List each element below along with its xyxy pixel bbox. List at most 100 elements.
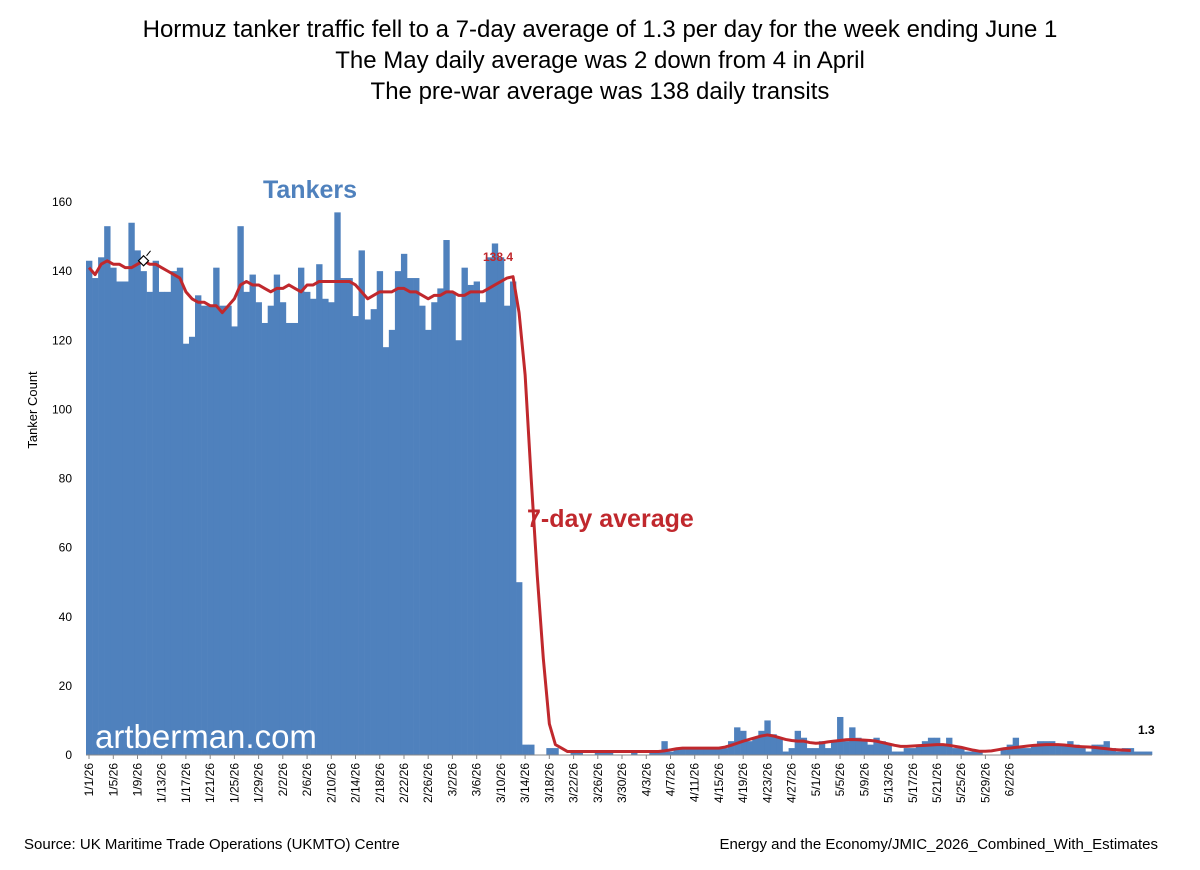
tanker-bar bbox=[516, 582, 523, 755]
axis-layer: 0 20 40 60 80 100 120 140 160 1/1/26 1/5/26 1/9/26 1… bbox=[52, 195, 1152, 803]
tanker-bar bbox=[1145, 751, 1153, 755]
tanker-bar bbox=[915, 744, 923, 755]
x-tick-label: 1/1/26 bbox=[82, 763, 96, 797]
series-label-tankers: Tankers bbox=[263, 176, 357, 204]
tanker-bar bbox=[328, 302, 335, 755]
tanker-bar bbox=[170, 271, 178, 756]
x-tick-label: 5/21/26 bbox=[930, 763, 944, 803]
x-tick-label: 1/29/26 bbox=[252, 763, 266, 803]
x-tick-label: 3/2/26 bbox=[445, 763, 459, 797]
tanker-bar bbox=[594, 751, 602, 755]
tanker-bar bbox=[231, 326, 238, 755]
x-tick-label: 2/2/26 bbox=[276, 763, 290, 797]
tanker-bar bbox=[491, 243, 499, 755]
x-tick-label: 3/14/26 bbox=[518, 763, 532, 803]
tanker-bar bbox=[225, 305, 232, 755]
tanker-bar bbox=[497, 257, 505, 755]
x-tick-label: 4/7/26 bbox=[664, 763, 678, 797]
tanker-bar bbox=[291, 322, 299, 755]
tanker-bar bbox=[1061, 744, 1068, 755]
tanker-bar bbox=[909, 748, 917, 755]
tanker-bar bbox=[1109, 748, 1116, 755]
tanker-bar bbox=[98, 257, 105, 755]
tanker-bar bbox=[970, 751, 977, 755]
tanker-bar bbox=[655, 751, 662, 755]
line-layer bbox=[87, 250, 1131, 754]
tanker-bar bbox=[92, 278, 99, 755]
x-tick-label: 4/11/26 bbox=[688, 763, 702, 802]
tanker-bar bbox=[709, 748, 717, 755]
tanker-bar bbox=[897, 751, 904, 755]
tanker-bar bbox=[407, 278, 414, 755]
peak-value-label: 138.4 bbox=[483, 250, 513, 264]
tanker-bar bbox=[843, 741, 850, 755]
tanker-bar bbox=[976, 751, 983, 755]
tanker-bar bbox=[830, 741, 838, 755]
tanker-bar bbox=[394, 271, 402, 756]
tanker-bar bbox=[255, 302, 262, 755]
tanker-bar bbox=[746, 741, 753, 755]
peak-marker bbox=[137, 254, 150, 267]
tanker-bar bbox=[346, 278, 353, 755]
tanker-bar bbox=[340, 278, 347, 755]
x-tick-label: 5/25/26 bbox=[954, 763, 968, 803]
x-tick-label: 5/9/26 bbox=[857, 763, 871, 797]
x-tick-label: 2/6/26 bbox=[300, 763, 314, 797]
tanker-bar bbox=[1079, 748, 1086, 755]
tanker-bar bbox=[855, 737, 862, 755]
tanker-bar bbox=[867, 744, 874, 755]
tanker-bar bbox=[728, 741, 735, 755]
tanker-bar bbox=[273, 274, 281, 755]
tanker-bar bbox=[734, 727, 741, 755]
tanker-bar bbox=[140, 271, 147, 756]
tanker-bar bbox=[279, 302, 287, 755]
tanker-bar bbox=[182, 343, 190, 755]
average-line bbox=[87, 259, 1131, 754]
peak-leader-line bbox=[146, 250, 151, 257]
tanker-bar bbox=[879, 741, 886, 755]
y-tick-label: 40 bbox=[59, 610, 73, 624]
tanker-bar bbox=[921, 741, 929, 755]
x-tick-label: 2/14/26 bbox=[349, 763, 363, 803]
tanker-bar bbox=[158, 291, 166, 755]
x-tick-label: 3/18/26 bbox=[542, 763, 556, 803]
tanker-bar bbox=[376, 271, 384, 756]
tanker-bar bbox=[770, 734, 777, 755]
tanker-bar bbox=[570, 751, 577, 755]
title-line-2: The May daily average was 2 down from 4 … bbox=[335, 47, 865, 74]
tanker-bar bbox=[122, 281, 129, 755]
tanker-bar bbox=[400, 253, 408, 755]
tanker-bar bbox=[467, 284, 474, 755]
tanker-bar bbox=[1091, 744, 1098, 755]
tanker-bar bbox=[740, 730, 747, 755]
tanker-bar bbox=[388, 329, 396, 755]
tanker-bar bbox=[1133, 751, 1141, 755]
tanker-bar bbox=[1000, 748, 1007, 755]
series-label-average: 7-day average bbox=[527, 505, 694, 533]
tanker-bar bbox=[703, 748, 711, 755]
tanker-bar bbox=[128, 222, 135, 756]
title-line-1: Hormuz tanker traffic fell to a 7-day av… bbox=[142, 16, 1058, 43]
tanker-bar bbox=[806, 748, 814, 755]
tanker-bar bbox=[358, 250, 365, 755]
tanker-bar bbox=[455, 340, 462, 755]
x-tick-label: 5/13/26 bbox=[882, 763, 896, 803]
x-tick-label: 3/30/26 bbox=[615, 763, 629, 803]
y-tick-label: 80 bbox=[59, 472, 73, 486]
y-tick-label: 100 bbox=[52, 402, 72, 416]
tanker-bar bbox=[673, 748, 680, 755]
y-tick-label: 60 bbox=[59, 541, 73, 555]
x-tick-label: 5/1/26 bbox=[809, 763, 823, 797]
x-tick-label: 2/26/26 bbox=[421, 763, 435, 803]
x-tick-label: 2/22/26 bbox=[397, 763, 411, 803]
x-tick-label: 2/10/26 bbox=[324, 763, 338, 803]
tanker-bar bbox=[207, 305, 214, 755]
tanker-bar bbox=[86, 260, 93, 755]
tanker-bar bbox=[425, 329, 432, 755]
tanker-bar bbox=[818, 741, 826, 755]
tanker-bar bbox=[334, 212, 341, 755]
title-line-3: The pre-war average was 138 daily transi… bbox=[370, 78, 830, 105]
tanker-bar bbox=[873, 737, 880, 755]
x-tick-label: 2/18/26 bbox=[373, 763, 387, 803]
y-tick-label: 20 bbox=[59, 679, 73, 693]
